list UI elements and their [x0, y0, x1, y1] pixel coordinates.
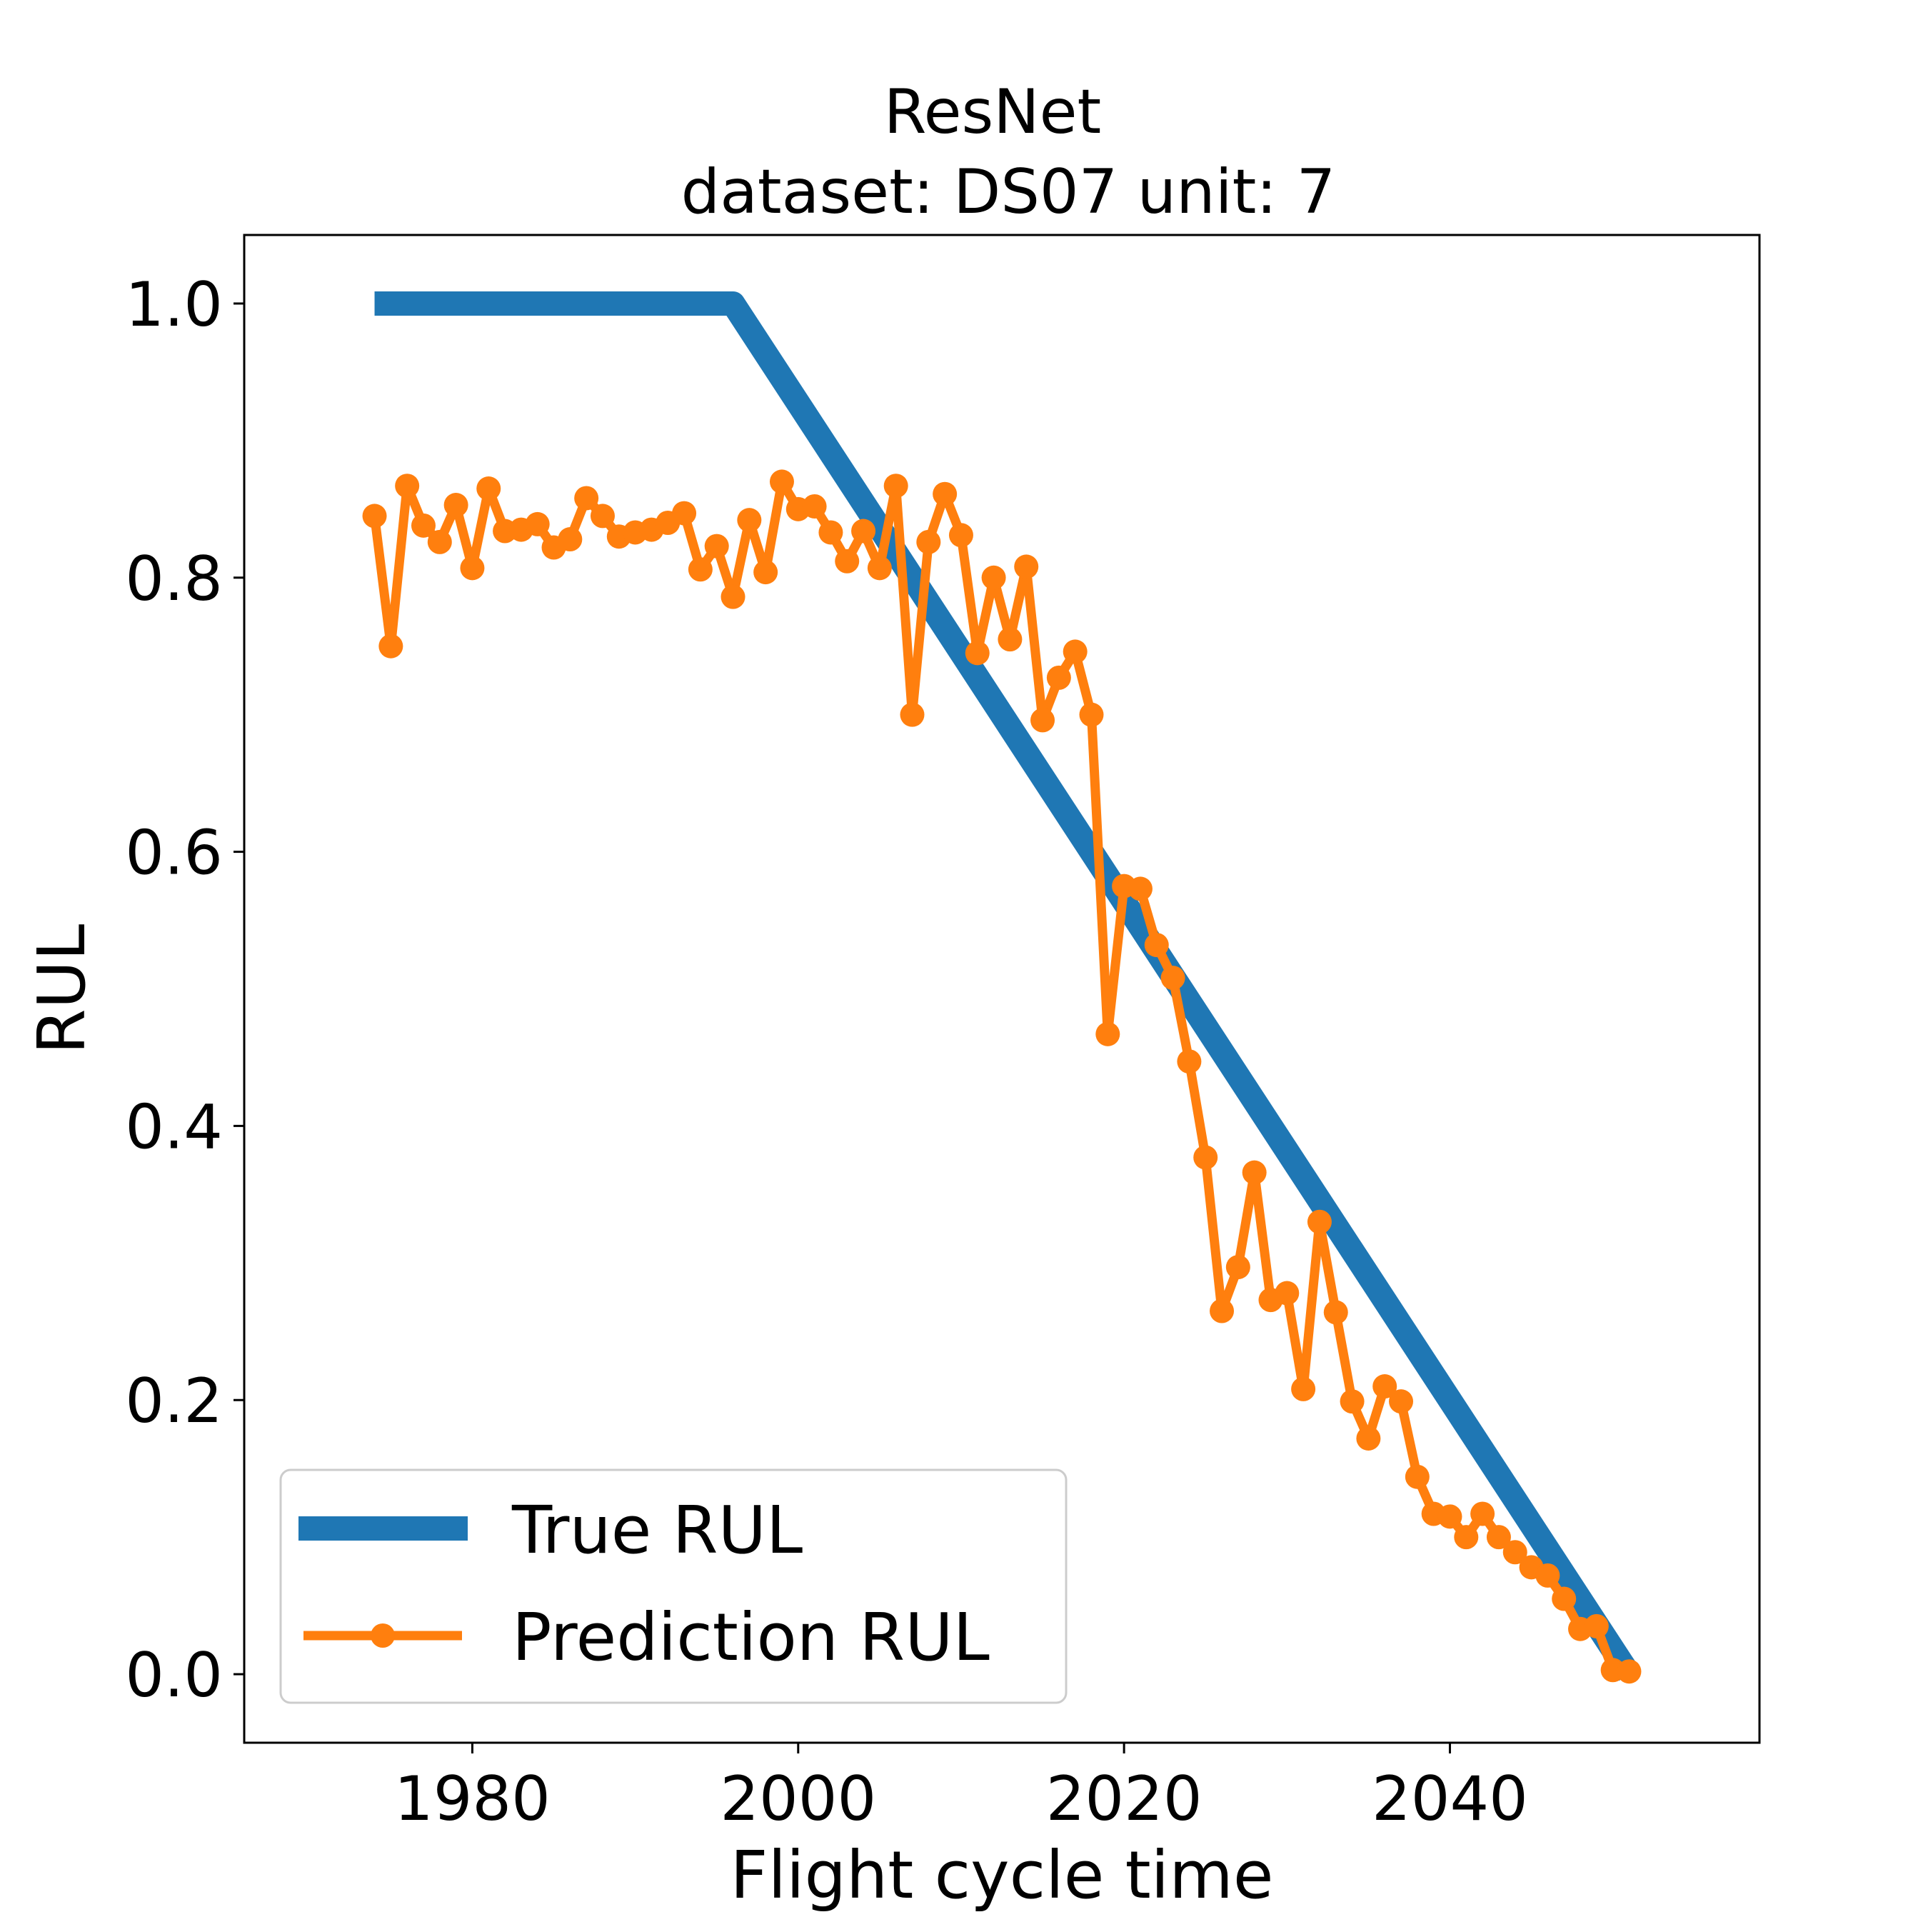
prediction-rul-point — [378, 634, 403, 659]
prediction-rul-point — [933, 481, 958, 506]
prediction-rul-point — [818, 520, 843, 545]
y-tick-label: 0.2 — [125, 1366, 223, 1437]
prediction-rul-point — [1014, 554, 1039, 579]
prediction-rul-point — [1030, 708, 1055, 733]
prediction-rul-point — [1225, 1255, 1250, 1280]
prediction-rul-point — [1095, 1021, 1120, 1046]
chart-title: ResNet — [884, 76, 1102, 148]
prediction-rul-point — [1486, 1525, 1511, 1550]
prediction-rul-point — [1470, 1501, 1495, 1526]
prediction-rul-point — [998, 627, 1023, 652]
prediction-rul-point — [753, 560, 778, 585]
x-axis-ticks: 1980 2000 2020 2040 — [394, 1743, 1528, 1835]
prediction-rul-point — [721, 584, 745, 609]
prediction-rul-point — [427, 529, 452, 554]
prediction-rul-point — [769, 469, 794, 494]
legend-prediction-rul-marker — [371, 1623, 395, 1648]
prediction-rul-point — [395, 474, 420, 499]
prediction-rul-point — [558, 527, 583, 552]
x-tick-label: 2020 — [1046, 1763, 1203, 1835]
prediction-rul-point — [1144, 933, 1169, 958]
prediction-rul-point — [1372, 1374, 1397, 1399]
y-tick-label: 0.4 — [125, 1091, 223, 1163]
y-axis-label: RUL — [24, 924, 100, 1055]
prediction-rul-point — [1210, 1298, 1235, 1323]
prediction-rul-point — [1063, 639, 1088, 664]
prediction-rul-point — [688, 557, 713, 582]
prediction-rul-point — [460, 556, 485, 581]
prediction-rul-point — [737, 508, 762, 533]
prediction-rul-point — [1389, 1389, 1414, 1414]
prediction-rul-point — [411, 513, 436, 538]
chart-subtitle: dataset: DS07 unit: 7 — [681, 156, 1336, 228]
prediction-rul-point — [981, 565, 1006, 590]
y-tick-label: 1.0 — [125, 269, 223, 341]
prediction-rul-point — [1323, 1300, 1348, 1325]
prediction-rul-point — [1128, 876, 1153, 901]
prediction-rul-point — [1552, 1586, 1577, 1611]
prediction-rul-point — [1242, 1160, 1267, 1185]
prediction-rul-point — [900, 702, 925, 727]
legend-prediction-rul-label: Prediction RUL — [512, 1599, 990, 1676]
prediction-rul-point — [1160, 966, 1185, 991]
prediction-rul-point — [1502, 1540, 1527, 1565]
legend-true-rul-label: True RUL — [511, 1492, 803, 1568]
legend-box — [279, 1468, 1068, 1704]
plot-frame — [243, 234, 1761, 1744]
prediction-rul-point — [1405, 1464, 1430, 1489]
prediction-rul-point — [1454, 1525, 1479, 1550]
prediction-rul-point — [672, 501, 697, 526]
prediction-rul-point — [1291, 1376, 1316, 1401]
prediction-rul-point — [1617, 1659, 1642, 1684]
prediction-rul-point — [948, 523, 973, 548]
prediction-rul-point — [1356, 1426, 1381, 1451]
prediction-rul-point — [574, 486, 599, 511]
y-tick-label: 0.6 — [125, 818, 223, 889]
prediction-rul-point — [1046, 665, 1071, 690]
prediction-rul-point — [867, 556, 892, 581]
prediction-rul-point — [362, 504, 387, 529]
prediction-rul-point — [443, 493, 468, 518]
prediction-rul-point — [704, 534, 729, 559]
prediction-rul-point — [883, 474, 908, 499]
prediction-rul-point — [1535, 1563, 1560, 1588]
prediction-rul-point — [851, 519, 876, 544]
legend: True RUL Prediction RUL — [279, 1468, 1068, 1704]
prediction-rul-point — [525, 511, 550, 536]
prediction-rul-point — [802, 494, 827, 519]
prediction-rul-point — [1275, 1281, 1300, 1306]
prediction-rul-point — [590, 504, 615, 529]
prediction-rul-point — [835, 549, 860, 574]
y-tick-label: 0.8 — [125, 544, 223, 615]
prediction-rul-point — [1584, 1613, 1609, 1638]
prediction-rul-point — [1437, 1504, 1462, 1529]
x-tick-label: 1980 — [394, 1763, 551, 1835]
prediction-rul-point — [1177, 1049, 1202, 1074]
prediction-rul-point — [476, 476, 501, 501]
plot-area — [362, 291, 1642, 1684]
x-axis-label: Flight cycle time — [730, 1837, 1274, 1913]
y-tick-label: 0.0 — [125, 1640, 223, 1711]
prediction-rul-point — [1193, 1145, 1218, 1170]
prediction-rul-point — [1079, 702, 1104, 727]
prediction-rul-point — [1340, 1389, 1365, 1414]
x-tick-label: 2000 — [720, 1763, 876, 1835]
prediction-rul-point — [916, 529, 941, 554]
prediction-rul-point — [965, 641, 990, 666]
x-tick-label: 2040 — [1372, 1763, 1528, 1835]
prediction-rul-point — [1307, 1209, 1332, 1234]
y-axis-ticks: 0.0 0.2 0.4 0.6 0.8 1.0 — [125, 269, 244, 1711]
